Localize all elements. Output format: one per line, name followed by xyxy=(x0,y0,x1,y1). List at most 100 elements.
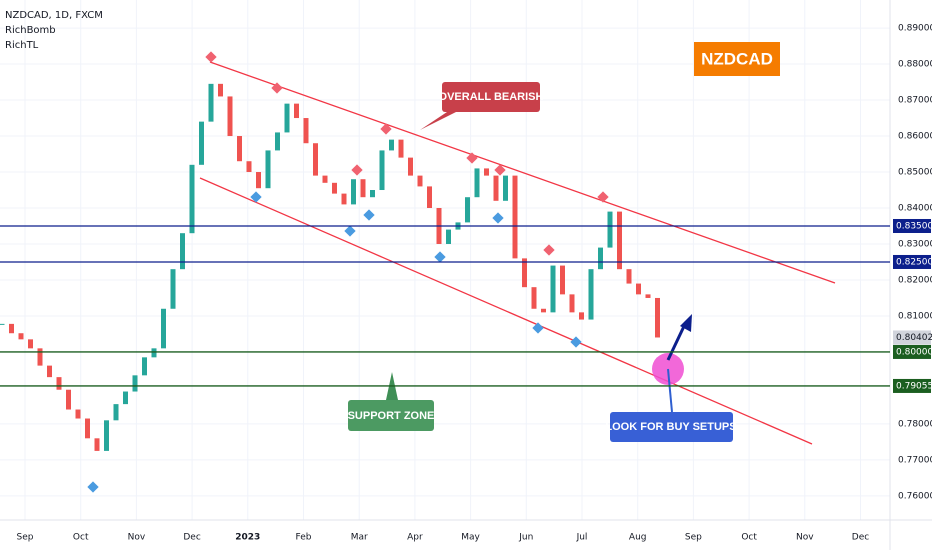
candle xyxy=(303,118,309,144)
candle xyxy=(161,308,166,349)
candle xyxy=(246,161,252,173)
candle xyxy=(560,265,565,295)
y-tick-label: 0.77000 xyxy=(898,455,932,465)
candle xyxy=(56,377,62,390)
annotation-bearish: OVERALL BEARISH xyxy=(420,82,544,130)
candle xyxy=(47,365,52,378)
y-tick-label: 0.84000 xyxy=(898,204,932,214)
y-tick-label: 0.81000 xyxy=(898,311,932,321)
candle xyxy=(94,438,100,451)
level-label-box xyxy=(893,218,931,233)
candle xyxy=(541,308,546,313)
candle xyxy=(493,175,499,201)
channel-upper xyxy=(209,61,836,284)
candle xyxy=(550,265,556,313)
candle xyxy=(151,348,157,358)
candle xyxy=(180,233,185,270)
candle xyxy=(218,83,223,97)
x-tick-label: 2023 xyxy=(235,533,260,543)
candle xyxy=(170,269,176,309)
candle xyxy=(66,389,71,410)
candle xyxy=(408,157,413,176)
symbol-badge-text: NZDCAD xyxy=(701,49,773,68)
x-tick-label: Aug xyxy=(629,533,647,543)
candle xyxy=(256,172,261,189)
candle xyxy=(142,357,147,376)
candle xyxy=(645,294,651,298)
candle xyxy=(294,103,299,119)
level-label: 0.79055 xyxy=(896,381,932,391)
x-tick-label: Jul xyxy=(576,533,588,543)
y-tick-label: 0.89000 xyxy=(898,24,932,34)
x-tick-label: Feb xyxy=(296,533,312,543)
candle xyxy=(465,197,470,223)
channel-lower xyxy=(199,177,813,445)
candle xyxy=(85,418,90,439)
annotation-text: LOOK FOR BUY SETUPS xyxy=(605,421,736,433)
x-tick-label: Oct xyxy=(741,533,757,543)
level-label: 0.83500 xyxy=(896,221,932,231)
candle xyxy=(370,190,375,198)
x-tick-label: Jun xyxy=(518,533,533,543)
candle xyxy=(522,258,527,288)
symbol-badge xyxy=(694,42,780,76)
candle xyxy=(341,193,347,205)
last-price-label: 0.80402 xyxy=(896,333,932,343)
candle xyxy=(265,150,271,189)
y-tick-label: 0.83000 xyxy=(898,239,932,249)
level-label: 0.82500 xyxy=(896,257,932,267)
candle xyxy=(503,175,508,201)
candle xyxy=(9,323,14,334)
candle xyxy=(75,409,81,419)
axes: 0.89000 0.88000 0.87000 0.86000 0.85000 0.840… xyxy=(17,24,932,543)
x-tick-label: Dec xyxy=(183,533,200,543)
level-label-box xyxy=(893,378,931,393)
candle xyxy=(474,168,480,198)
y-tick-label: 0.86000 xyxy=(898,132,932,142)
candle xyxy=(607,211,613,248)
x-tick-label: Sep xyxy=(17,533,34,543)
indicator-label: RichBomb xyxy=(5,25,56,36)
candle xyxy=(275,132,280,151)
last-price-box xyxy=(893,330,931,345)
x-tick-label: Dec xyxy=(852,533,869,543)
candle xyxy=(360,179,366,198)
candle xyxy=(351,179,356,205)
candle xyxy=(427,186,432,208)
level-label: 0.80000 xyxy=(896,347,932,357)
candle xyxy=(512,175,518,259)
candle xyxy=(132,375,138,392)
candle xyxy=(379,150,385,191)
candle xyxy=(322,175,328,183)
level-label-box xyxy=(893,344,931,359)
x-tick-label: Oct xyxy=(73,533,89,543)
candles xyxy=(0,83,660,451)
candle xyxy=(332,182,337,194)
candle xyxy=(446,229,451,244)
candle xyxy=(37,348,43,366)
candle xyxy=(113,404,119,421)
x-tick-label: Nov xyxy=(128,533,146,543)
candle xyxy=(531,287,537,309)
x-tick-label: Nov xyxy=(796,533,814,543)
y-tick-label: 0.85000 xyxy=(898,168,932,178)
y-tick-label: 0.87000 xyxy=(898,96,932,106)
candle xyxy=(588,269,594,320)
annotation-text: SUPPORT ZONE xyxy=(348,410,435,422)
candle xyxy=(123,391,128,405)
candle xyxy=(655,297,660,338)
chart-title: NZDCAD, 1D, FXCM xyxy=(5,10,103,21)
candle xyxy=(284,103,290,133)
candle xyxy=(389,139,394,151)
y-tick-label: 0.76000 xyxy=(898,491,932,501)
candle xyxy=(626,269,632,284)
candle xyxy=(313,143,318,176)
candle xyxy=(18,333,24,340)
annotation-text: OVERALL BEARISH xyxy=(439,91,544,103)
candle xyxy=(398,139,404,158)
candle xyxy=(189,164,195,234)
candle xyxy=(636,283,641,295)
candle xyxy=(227,96,233,137)
candle xyxy=(237,136,242,162)
